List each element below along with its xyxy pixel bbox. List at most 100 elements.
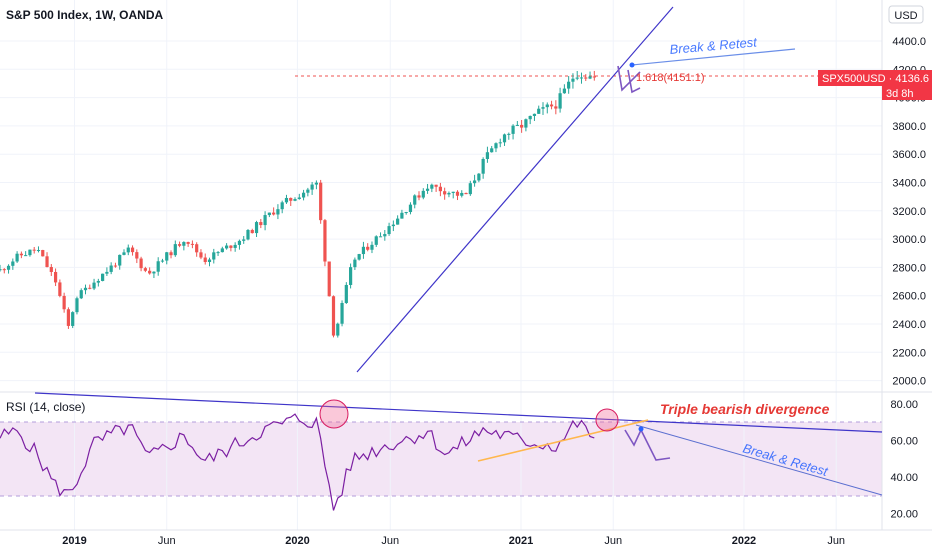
candle-body [366,246,370,250]
price-scale[interactable]: 4400.04200.04000.03800.03600.03400.03200… [892,36,926,388]
candle-body [361,246,366,255]
currency-button[interactable]: USD [888,5,924,24]
rsi-tick-label: 80.00 [890,399,918,411]
divergence-circle-1[interactable] [319,399,349,429]
candle-body [207,259,212,263]
candle-body [49,267,53,272]
candle-body [592,76,596,78]
candle-body [490,148,494,153]
candle-body [92,282,96,289]
candle-body [357,254,361,260]
candle-body [567,81,571,89]
rsi-scale[interactable]: 80.00 60.00 40.00 20.00 [890,399,918,521]
candle-body [96,280,100,283]
candle-body [156,261,160,272]
candle-body [537,108,541,114]
candle-body [220,248,224,253]
candle-body [83,287,88,291]
orange-support-line[interactable] [477,419,649,462]
candle-body [79,290,83,299]
candle-body [485,152,490,159]
candle-body [396,218,400,225]
candle-body [66,309,71,326]
break-retest-anchor[interactable] [629,62,635,68]
price-trendline[interactable] [356,6,674,373]
candle-body [263,215,267,226]
candle-body [588,76,592,79]
candle-body [541,107,545,109]
candle-body [331,296,336,336]
rsi-indicator-label[interactable]: RSI (14, close) [6,400,85,414]
candle-body [71,312,75,326]
candle-body [0,269,2,271]
price-tick-label: 2200.0 [892,347,926,359]
candle-body [468,183,472,195]
candle-body [421,190,425,198]
candle-body [515,124,519,126]
candle-body [267,212,271,216]
candle-body [28,249,32,256]
candle-body [237,240,242,245]
candle-body [152,271,156,274]
price-tick-label: 3400.0 [892,178,926,190]
candle-body [113,265,118,267]
time-tick-label: 2020 [285,535,309,547]
candle-body [340,302,344,324]
candle-body [242,239,246,241]
candle-body [212,252,216,260]
candle-body [169,252,173,256]
candle-body [532,113,537,116]
candle-body [199,252,203,258]
candle-body [15,253,19,262]
candle-body [558,93,562,109]
currency-button-box[interactable] [888,5,924,24]
divergence-circle-2[interactable] [595,408,619,432]
candle-body [139,258,143,269]
candle-body [528,115,532,120]
last-price-tag: SPX500USD · 4136.6 3d 8h [818,70,932,100]
price-tick-label: 2000.0 [892,376,926,388]
candle-body [297,197,301,200]
currency-button-label[interactable]: USD [894,10,917,22]
candle-body [62,295,66,310]
candle-body [413,195,417,205]
candle-body [289,197,293,201]
candle-body [383,234,387,237]
candle-body [430,184,434,189]
candle-body [195,244,199,253]
candle-body [280,202,284,210]
rsi-divergence-line[interactable] [34,392,883,433]
candle-body [455,191,460,196]
time-axis[interactable]: 2019 Jun 2020 Jun 2021 Jun 2022 Jun [62,535,845,547]
candle-body [438,186,442,192]
candle-body [143,268,147,271]
candle-body [370,244,374,250]
candle-body [301,192,306,198]
last-price-tag-text: SPX500USD · 4136.6 [822,73,929,85]
candle-body [545,104,549,108]
candle-body [464,192,468,195]
rsi-point-anchor[interactable] [638,426,644,432]
candle-body [344,284,348,303]
candle-body [319,182,323,221]
rsi-tick-label: 60.00 [890,436,918,448]
candle-body [126,247,130,253]
candle-body [562,88,566,94]
candle-body [130,247,135,253]
candle-body [122,252,126,255]
break-retest-line-rsi[interactable] [635,424,883,496]
candle-body [53,271,58,283]
break-retest-line-price[interactable] [631,48,796,66]
candle-body [88,287,92,289]
time-tick-label: Jun [604,535,622,547]
candle-body [203,257,207,263]
divergence-label: Triple bearish divergence [660,401,830,417]
candle-body [584,77,588,79]
countdown-tag-text: 3d 8h [886,88,914,100]
candle-body [160,260,165,262]
price-tick-label: 3600.0 [892,149,926,161]
candle-body [511,125,515,134]
candle-body [254,222,259,234]
candle-body [520,124,524,128]
